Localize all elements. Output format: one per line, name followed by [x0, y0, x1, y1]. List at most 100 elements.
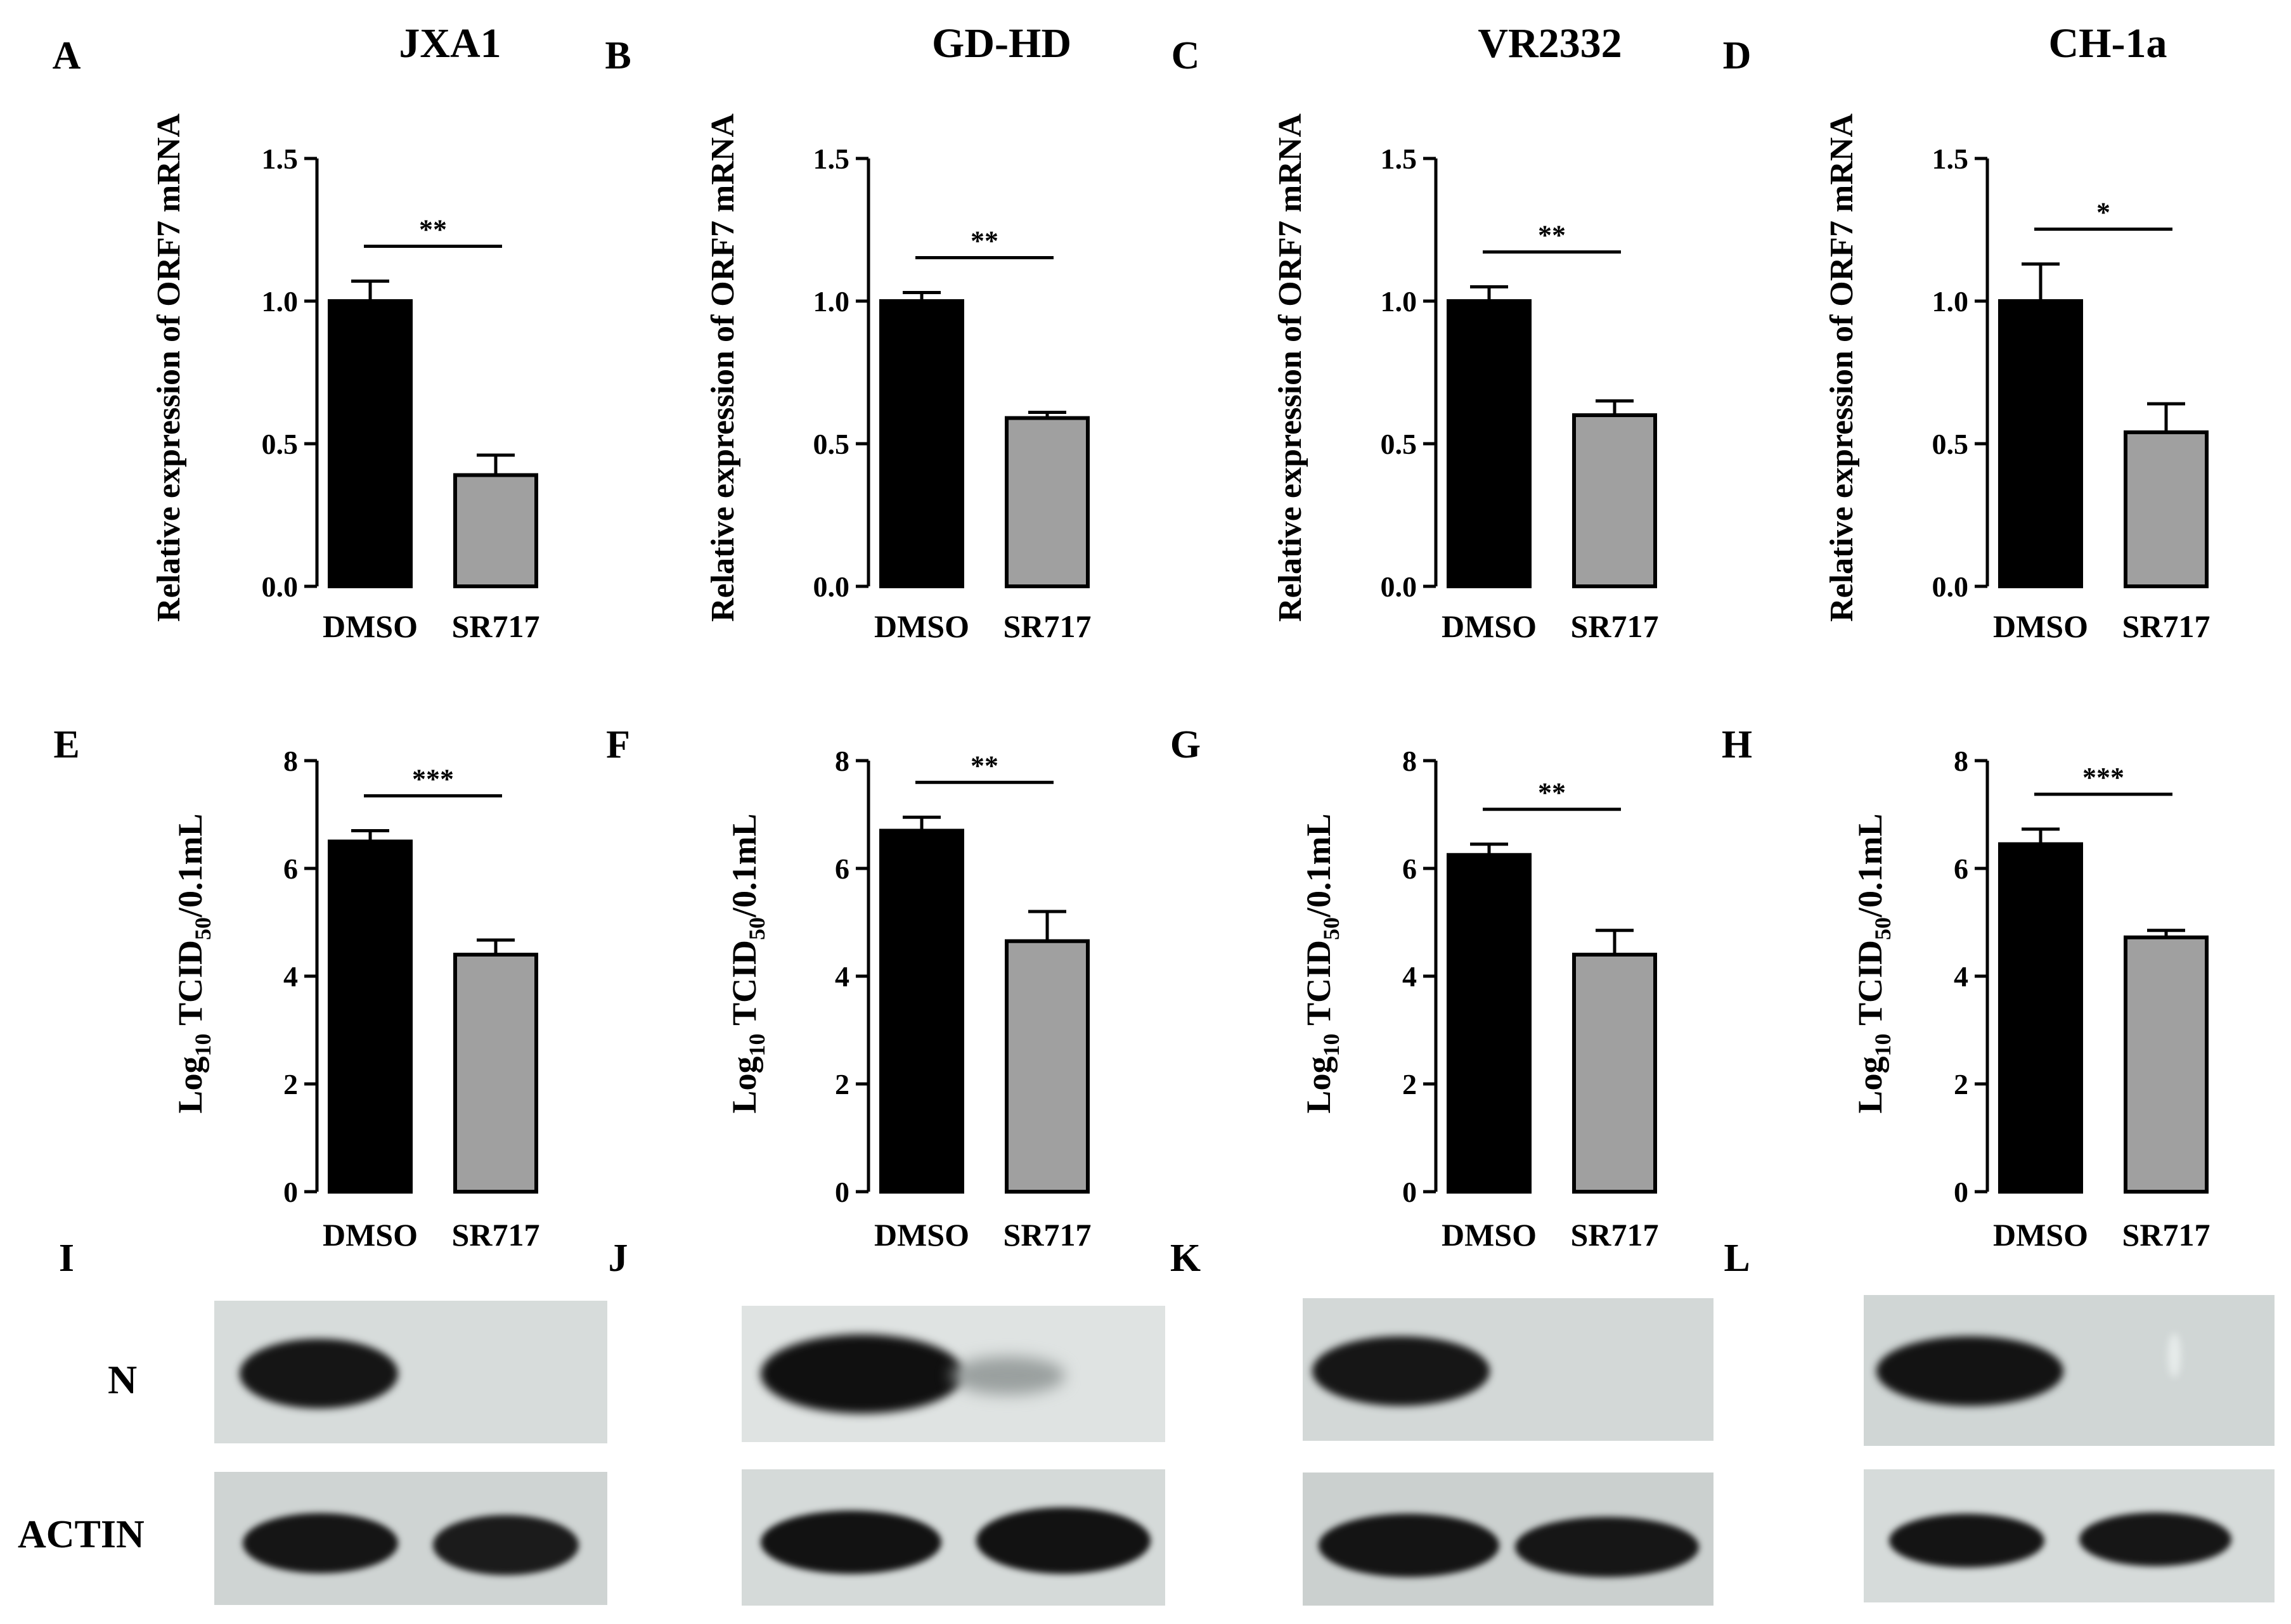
y-tick-label-e: 6: [283, 853, 298, 885]
bar-f-sr717: [1005, 939, 1090, 1194]
panel-letter-g: G: [1170, 723, 1201, 766]
blot-label-actin: ACTIN: [18, 1513, 145, 1556]
bar-g-dmso: [1447, 853, 1532, 1194]
panel-letter-e: E: [53, 723, 79, 766]
panel-letter-a: A: [53, 34, 81, 77]
y-tick-label-h: 2: [1954, 1068, 1968, 1100]
significance-marker-h: ***: [2082, 762, 2124, 793]
y-tick-label-g: 4: [1402, 960, 1417, 993]
y-axis-label-part: 10: [744, 1034, 770, 1057]
panel-letter-l: L: [1724, 1237, 1750, 1280]
y-tick-label-d: 1.5: [1932, 143, 1969, 175]
y-tick-label-f: 0: [835, 1176, 849, 1208]
significance-marker-d: *: [2096, 197, 2110, 228]
blot-k-n: [1303, 1298, 1713, 1441]
significance-marker-a: **: [419, 214, 447, 245]
y-tick-label-h: 8: [1954, 745, 1968, 777]
y-tick-label-g: 0: [1402, 1176, 1417, 1208]
y-axis-label-part: TCID: [1300, 940, 1338, 1034]
category-label-h: DMSO: [1993, 1217, 2088, 1253]
category-label-g: SR717: [1571, 1217, 1659, 1253]
y-axis-label-part: Log: [1851, 1057, 1889, 1114]
category-label-a: SR717: [452, 609, 540, 644]
significance-marker-e: ***: [412, 764, 454, 795]
y-axis-label-g: Log10 TCID50/0.1mL: [1300, 813, 1344, 1113]
y-tick-label-f: 2: [835, 1068, 849, 1100]
blot-j-actin: [742, 1469, 1165, 1606]
y-axis-label-part: 50: [190, 917, 216, 940]
bar-a-dmso: [328, 299, 413, 588]
category-label-f: SR717: [1004, 1217, 1092, 1253]
category-label-d: DMSO: [1993, 609, 2088, 644]
y-tick-label-g: 6: [1402, 853, 1417, 885]
significance-marker-b: **: [971, 226, 998, 257]
bar-b-sr717: [1005, 416, 1090, 588]
y-axis-label-part: TCID: [171, 940, 209, 1034]
y-axis-label-part: 50: [744, 917, 770, 940]
y-tick-label-d: 0.0: [1932, 570, 1969, 603]
bar-a-sr717: [453, 473, 538, 588]
y-axis-label-e: Log10 TCID50/0.1mL: [171, 813, 216, 1113]
y-axis-label-part: /0.1mL: [171, 813, 209, 918]
y-tick-label-b: 1.5: [813, 143, 850, 175]
bar-h-dmso: [1998, 842, 2083, 1194]
category-label-g: DMSO: [1442, 1217, 1537, 1253]
y-tick-label-a: 1.0: [262, 285, 299, 318]
y-axis-label-part: Log: [1300, 1057, 1338, 1114]
bar-b-dmso: [879, 299, 964, 588]
category-label-e: SR717: [452, 1217, 540, 1253]
blot-k-actin: [1303, 1473, 1713, 1606]
category-label-b: SR717: [1004, 609, 1092, 644]
y-axis-label-part: TCID: [1851, 940, 1889, 1034]
category-label-f: DMSO: [874, 1217, 969, 1253]
chart-title-b: GD-HD: [932, 20, 1071, 67]
y-axis-label-part: 50: [1319, 917, 1344, 940]
bar-c-dmso: [1447, 299, 1532, 588]
y-axis-label-part: TCID: [725, 940, 763, 1034]
blot-i-actin: [214, 1472, 607, 1605]
y-tick-label-e: 4: [283, 960, 298, 993]
panel-letter-b: B: [605, 34, 631, 77]
y-axis-label-h: Log10 TCID50/0.1mL: [1851, 813, 1895, 1113]
y-tick-label-f: 8: [835, 745, 849, 777]
category-label-e: DMSO: [323, 1217, 418, 1253]
y-tick-label-f: 6: [835, 853, 849, 885]
y-tick-label-b: 1.0: [813, 285, 850, 318]
significance-marker-c: **: [1538, 220, 1566, 251]
y-axis-label-b: Relative expression of ORF7 mRNA: [705, 113, 741, 622]
y-axis-label-part: 10: [190, 1034, 216, 1057]
y-tick-label-b: 0.5: [813, 428, 850, 460]
chart-title-c: VR2332: [1478, 20, 1622, 67]
y-axis-label-part: /0.1mL: [1300, 813, 1338, 918]
bar-e-dmso: [328, 839, 413, 1194]
y-tick-label-c: 0.0: [1381, 570, 1417, 603]
blot-l-actin: [1864, 1469, 2275, 1602]
y-axis-label-part: /0.1mL: [725, 813, 763, 918]
y-tick-label-h: 0: [1954, 1176, 1968, 1208]
y-tick-label-b: 0.0: [813, 570, 850, 603]
category-label-d: SR717: [2122, 609, 2210, 644]
y-tick-label-a: 0.0: [262, 570, 299, 603]
significance-marker-f: **: [971, 750, 998, 781]
y-tick-label-g: 2: [1402, 1068, 1417, 1100]
y-tick-label-h: 4: [1954, 960, 1968, 993]
bar-f-dmso: [879, 828, 964, 1194]
y-tick-label-a: 1.5: [262, 143, 299, 175]
category-label-b: DMSO: [874, 609, 969, 644]
category-label-a: DMSO: [323, 609, 418, 644]
y-tick-label-e: 2: [283, 1068, 298, 1100]
y-tick-label-e: 0: [283, 1176, 298, 1208]
y-axis-label-part: 10: [1319, 1034, 1344, 1057]
y-tick-label-c: 1.5: [1381, 143, 1417, 175]
y-tick-label-c: 1.0: [1381, 285, 1417, 318]
y-tick-label-d: 0.5: [1932, 428, 1969, 460]
bar-e-sr717: [453, 953, 538, 1194]
bar-d-sr717: [2124, 430, 2209, 588]
y-axis-label-part: Log: [171, 1057, 209, 1114]
panel-letter-k: K: [1170, 1237, 1201, 1280]
significance-marker-g: **: [1538, 777, 1566, 808]
category-label-h: SR717: [2122, 1217, 2210, 1253]
y-tick-label-h: 6: [1954, 853, 1968, 885]
panel-letter-d: D: [1723, 34, 1752, 77]
